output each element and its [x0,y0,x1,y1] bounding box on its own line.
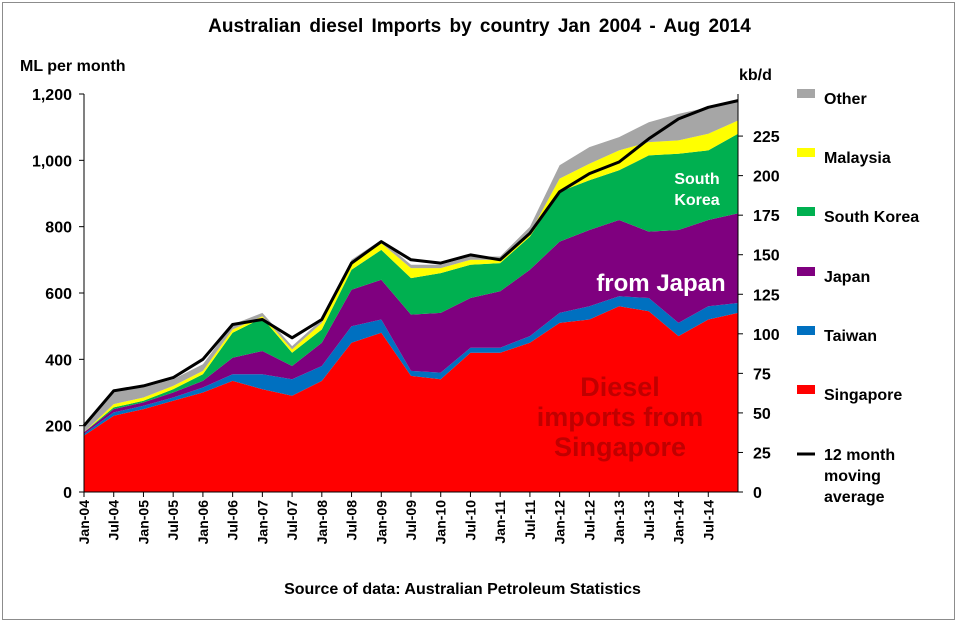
right-axis-unit: kb/d [739,67,772,84]
left-tick-label: 1,200 [32,87,72,104]
area-south-korea [84,133,738,433]
x-tick-label: Jul-04 [106,500,122,541]
legend-label-other: Other [824,91,867,108]
legend-label-moving-average: average [824,489,885,506]
left-tick-label: 0 [63,485,72,502]
right-tick-label: 150 [753,248,780,265]
left-tick-label: 200 [45,419,72,436]
x-tick-label: Jan-14 [671,500,687,545]
x-tick-label: Jan-05 [136,500,152,545]
x-tick-label: Jul-07 [284,500,300,541]
right-tick-label: 125 [753,287,780,304]
left-axis-unit: ML per month [20,58,126,75]
right-tick-label: 25 [753,445,771,462]
legend-label-moving-average: moving [824,468,881,485]
legend-swatch-taiwan [797,326,815,335]
legend-swatch-singapore [797,385,815,394]
right-tick-label: 75 [753,366,771,383]
x-tick-label: Jan-13 [611,500,627,545]
x-tick-label: Jan-08 [314,500,330,545]
x-tick-label: Jul-11 [522,500,538,540]
left-tick-label: 400 [45,352,72,369]
right-tick-label: 200 [753,169,780,186]
x-tick-label: Jul-08 [344,500,360,541]
x-tick-label: Jul-12 [581,500,597,541]
legend-swatch-japan [797,267,815,276]
left-tick-label: 800 [45,220,72,237]
right-tick-label: 0 [753,485,762,502]
annotation-south-korea: Korea [674,192,719,209]
annotation-singapore: Diesel [580,372,660,402]
legend-swatch-south-korea [797,207,815,216]
right-tick-label: 225 [753,129,780,146]
legend-label-japan: Japan [824,269,870,286]
left-tick-label: 600 [45,286,72,303]
x-tick-label: Jul-06 [225,500,241,541]
legend-label-singapore: Singapore [824,387,902,404]
annotation-singapore: imports from [537,402,704,432]
x-tick-label: Jan-09 [373,500,389,545]
x-tick-label: Jul-13 [641,500,657,541]
left-tick-label: 1,000 [32,153,72,170]
x-tick-label: Jan-11 [492,500,508,544]
x-tick-label: Jan-07 [254,500,270,545]
legend-label-south-korea: South Korea [824,209,919,226]
annotation-japan: from Japan [596,270,725,297]
x-tick-label: Jul-09 [403,500,419,541]
legend-label-malaysia: Malaysia [824,150,891,167]
legend-swatch-malaysia [797,148,815,157]
x-tick-label: Jul-10 [463,500,479,541]
annotation-singapore: Singapore [554,432,686,462]
right-tick-label: 100 [753,327,780,344]
right-tick-label: 175 [753,208,780,225]
x-tick-label: Jan-04 [76,500,92,545]
legend-label-moving-average: 12 month [824,447,895,464]
chart-source: Source of data: Australian Petroleum Sta… [284,581,641,598]
right-tick-label: 50 [753,406,771,423]
line-moving-average [82,99,739,427]
legend-swatch-other [797,89,815,98]
area-other [84,100,738,433]
x-tick-label: Jan-06 [195,500,211,545]
legend-label-taiwan: Taiwan [824,328,877,345]
area-singapore [84,306,738,492]
x-tick-label: Jul-05 [165,500,181,541]
area-malaysia [84,120,738,433]
chart-title: Australian diesel Imports by country Jan… [208,16,751,37]
x-tick-label: Jan-12 [552,500,568,545]
x-tick-label: Jul-14 [700,500,716,541]
x-tick-label: Jan-10 [433,500,449,545]
area-japan [84,213,738,434]
annotation-south-korea: South [674,171,719,188]
